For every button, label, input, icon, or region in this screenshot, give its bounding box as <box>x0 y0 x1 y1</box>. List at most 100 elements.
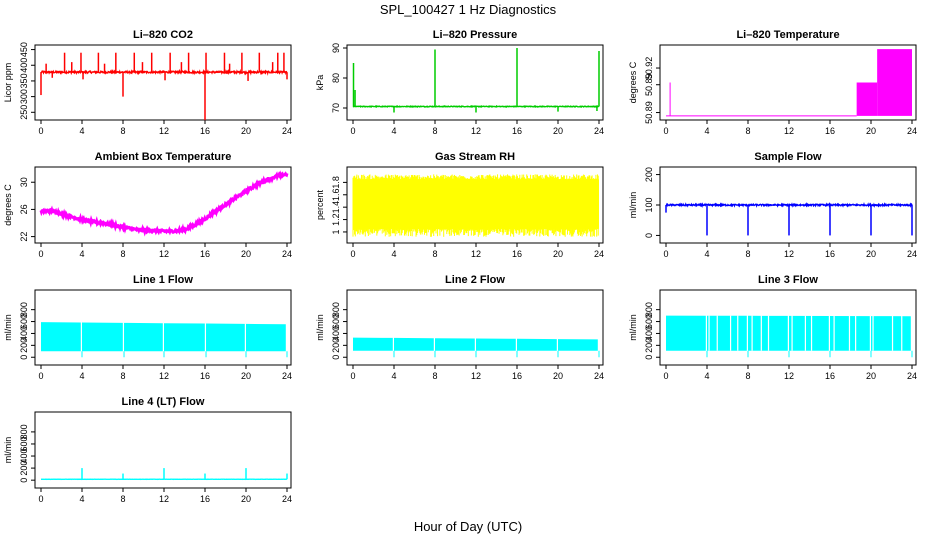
y-tick-label: 26 <box>19 204 29 214</box>
x-tick-label: 20 <box>241 249 251 259</box>
y-tick-label: 1.6 <box>331 189 341 202</box>
plot-frame <box>34 289 292 366</box>
x-tick-label: 12 <box>784 249 794 259</box>
data-series <box>665 202 913 236</box>
y-tick-label: 400 <box>644 326 654 341</box>
data-series <box>41 322 288 358</box>
data-series <box>41 468 288 481</box>
x-tick-label: 0 <box>350 126 355 136</box>
y-tick-label: 600 <box>19 436 29 451</box>
x-tick-label: 24 <box>594 249 604 259</box>
panel-title: Gas Stream RH <box>435 151 515 163</box>
x-tick-label: 4 <box>79 371 84 381</box>
y-axis-label: degrees C <box>3 184 13 226</box>
y-tick-label: 80 <box>331 73 341 83</box>
y-tick-label: 200 <box>19 338 29 353</box>
x-tick-label: 20 <box>866 371 876 381</box>
series-band <box>707 315 747 351</box>
x-tick-label: 20 <box>553 249 563 259</box>
series-band <box>353 337 393 351</box>
y-axis-label: ml/min <box>628 314 638 341</box>
y-tick-label: 0 <box>644 355 654 360</box>
plot-frame <box>346 289 604 366</box>
panel-3: Li–820 Temperature degrees C 0 4 8 12 16 20 24 50… <box>628 29 917 136</box>
x-tick-label: 16 <box>512 126 522 136</box>
x-tick-label: 4 <box>79 494 84 504</box>
x-tick-label: 12 <box>159 494 169 504</box>
y-tick-label: 600 <box>19 314 29 329</box>
panel-title: Line 3 Flow <box>758 274 818 286</box>
x-tick-label: 0 <box>663 249 668 259</box>
x-tick-label: 4 <box>391 126 396 136</box>
y-tick-label: 350 <box>19 73 29 88</box>
y-tick-label: 0 <box>19 355 29 360</box>
series-band <box>206 323 245 352</box>
figure-xlabel: Hour of Day (UTC) <box>414 519 522 534</box>
x-tick-label: 20 <box>553 126 563 136</box>
x-tick-label: 16 <box>200 494 210 504</box>
x-tick-label: 0 <box>38 126 43 136</box>
x-tick-label: 20 <box>866 249 876 259</box>
y-axis-label: kPa <box>315 75 325 91</box>
x-tick-label: 8 <box>120 371 125 381</box>
x-tick-label: 0 <box>350 371 355 381</box>
y-tick-label: 200 <box>644 167 654 182</box>
y-tick-label: 1.8 <box>331 176 341 189</box>
x-tick-label: 8 <box>432 371 437 381</box>
data-series <box>353 337 600 358</box>
series-band <box>789 315 829 351</box>
x-tick-label: 0 <box>38 494 43 504</box>
panel-title: Li–820 CO2 <box>133 29 193 41</box>
data-series <box>352 48 600 113</box>
y-tick-label: 70 <box>331 103 341 113</box>
y-tick-label: 100 <box>644 197 654 212</box>
x-tick-label: 8 <box>432 126 437 136</box>
panel-title: Sample Flow <box>754 151 822 163</box>
x-tick-label: 16 <box>200 371 210 381</box>
x-tick-label: 16 <box>512 249 522 259</box>
y-tick-label: 50.89 <box>644 101 654 124</box>
x-tick-label: 20 <box>241 494 251 504</box>
y-axis-label: degrees C <box>628 61 638 103</box>
y-tick-label: 200 <box>331 338 341 353</box>
plot-frame <box>659 44 917 121</box>
x-tick-label: 24 <box>282 494 292 504</box>
x-tick-label: 12 <box>159 126 169 136</box>
y-tick-label: 400 <box>19 449 29 464</box>
y-tick-label: 0 <box>19 478 29 483</box>
series-block <box>856 82 878 116</box>
y-tick-label: 200 <box>19 461 29 476</box>
y-axis-label: Licor ppm <box>3 63 13 103</box>
x-tick-label: 4 <box>391 249 396 259</box>
figure-title: SPL_100427 1 Hz Diagnostics <box>380 2 557 17</box>
series-band <box>476 338 516 351</box>
y-axis-label: ml/min <box>3 437 13 464</box>
panel-8: Line 2 Flow ml/min 0 4 8 12 16 20 24 0 20040060080… <box>315 274 604 381</box>
x-tick-label: 24 <box>907 126 917 136</box>
x-tick-label: 0 <box>38 371 43 381</box>
x-tick-label: 0 <box>663 126 668 136</box>
y-axis-label: ml/min <box>3 314 13 341</box>
x-tick-label: 8 <box>745 126 750 136</box>
y-tick-label: 22 <box>19 232 29 242</box>
x-tick-label: 12 <box>471 371 481 381</box>
x-tick-label: 4 <box>391 371 396 381</box>
y-tick-label: 400 <box>19 58 29 73</box>
series-band <box>41 322 81 352</box>
y-tick-label: 0 <box>644 233 654 238</box>
y-axis-label: percent <box>315 189 325 220</box>
y-tick-label: 450 <box>19 42 29 57</box>
x-tick-label: 0 <box>663 371 668 381</box>
series-block <box>877 49 912 116</box>
x-tick-label: 24 <box>594 371 604 381</box>
plot-frame <box>346 44 604 121</box>
x-tick-label: 4 <box>704 249 709 259</box>
panel-6: Sample Flow ml/min 0 4 8 12 16 20 24 0 100 200 <box>628 151 917 259</box>
series-band <box>164 323 205 352</box>
panel-title: Line 2 Flow <box>445 274 505 286</box>
panel-title: Line 4 (LT) Flow <box>122 396 205 408</box>
series-line <box>40 68 288 76</box>
x-tick-label: 8 <box>745 249 750 259</box>
